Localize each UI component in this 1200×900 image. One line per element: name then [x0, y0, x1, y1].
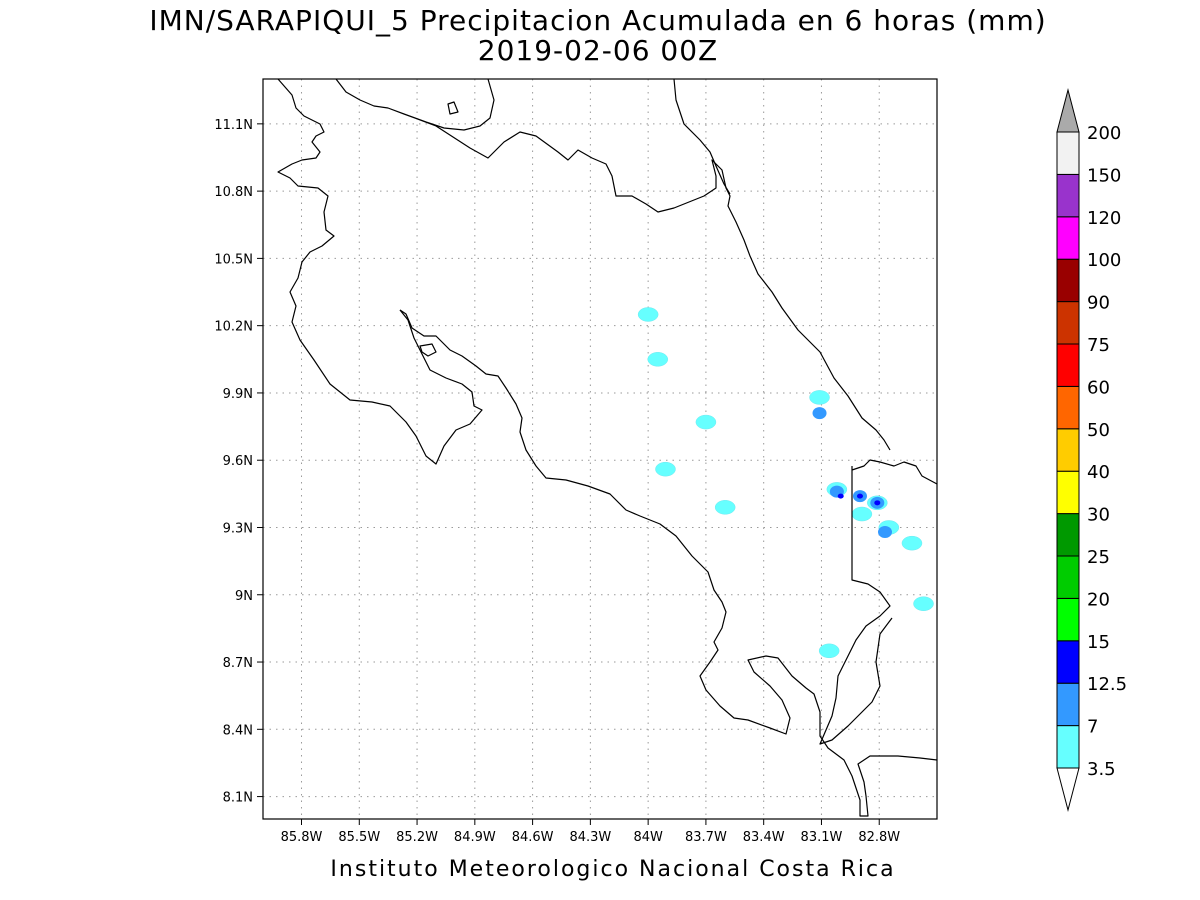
colorbar: 3.5 7 12.5 15 20 25 30 40 50 60 75 90 100 120 150 200 — [1056, 88, 1127, 812]
lat-tick-label: 9N — [235, 589, 253, 604]
colorbar-swatch — [1056, 131, 1080, 175]
precip-cell — [837, 493, 844, 499]
lon-tick-label: 84.6W — [512, 830, 554, 845]
precip-cell — [695, 414, 717, 430]
colorbar-swatch — [1056, 301, 1080, 345]
precip-cell — [647, 352, 669, 367]
colorbar-swatch — [1056, 258, 1080, 303]
colorbar-swatch — [1056, 428, 1080, 472]
colorbar-swatch — [1056, 216, 1080, 260]
coastline — [277, 78, 938, 817]
colorbar-swatch — [1056, 385, 1080, 430]
footer-credit: Instituto Meteorologico Nacional Costa R… — [330, 857, 895, 882]
precip-cell — [874, 500, 881, 506]
bocas-coast — [851, 459, 938, 485]
map-date: 2019-02-06 00Z — [478, 34, 718, 67]
nicaragua-lake-shore — [277, 78, 483, 465]
colorbar-swatch — [1056, 640, 1080, 684]
colorbar-label: 30 — [1087, 505, 1110, 526]
precipitation-field — [637, 307, 934, 659]
lat-tick-label: 10.2N — [214, 320, 253, 335]
colorbar-swatch — [1056, 470, 1080, 515]
colorbar-above-triangle — [1056, 88, 1080, 133]
map-title: IMN/SARAPIQUI_5 Precipitacion Acumulada … — [149, 4, 1046, 37]
colorbar-swatch — [1056, 682, 1080, 727]
precip-cell — [878, 525, 893, 538]
colorbar-label: 150 — [1087, 165, 1121, 186]
colorbar-swatch — [1056, 343, 1080, 387]
caribbean-coast — [335, 78, 891, 451]
lon-tick-label: 83.7W — [685, 830, 727, 845]
lat-tick-label: 11.1N — [214, 118, 253, 133]
lat-tick-label: 10.8N — [214, 185, 253, 200]
colorbar-label: 40 — [1087, 462, 1110, 483]
san-juan-river-border — [673, 78, 731, 195]
lat-tick-label: 9.9N — [223, 387, 253, 402]
precip-cell — [818, 643, 840, 659]
colorbar-label: 75 — [1087, 335, 1110, 356]
colorbar-swatch — [1056, 597, 1080, 642]
colorbar-swatch — [1056, 513, 1080, 557]
lon-tick-label: 84W — [633, 830, 663, 845]
lat-tick-label: 9.6N — [223, 454, 253, 469]
colorbar-swatch — [1056, 725, 1080, 769]
colorbar-swatch — [1056, 555, 1080, 599]
colorbar-label: 120 — [1087, 208, 1121, 229]
lon-tick-label: 84.3W — [569, 830, 611, 845]
precip-cell — [714, 500, 736, 515]
lon-tick-label: 85.8W — [281, 830, 323, 845]
latitude-axis: 11.1N 10.8N 10.5N 10.2N 9.9N 9.6N 9.3N 9N 8.7N 8.… — [214, 118, 263, 806]
lon-tick-label: 83.4W — [743, 830, 785, 845]
colorbar-label: 20 — [1087, 589, 1110, 610]
longitude-axis: 85.8W 85.5W 85.2W 84.9W 84.6W 84.3W 84W 83.7W 83… — [281, 819, 900, 845]
precip-cell — [901, 535, 923, 551]
precip-cell — [809, 390, 830, 405]
lat-tick-label: 8.7N — [223, 656, 253, 671]
precip-cell — [856, 493, 863, 499]
precip-cell — [637, 307, 659, 322]
lake-island — [447, 101, 459, 115]
precip-cell — [655, 461, 676, 477]
lon-tick-label: 82.8W — [858, 830, 900, 845]
colorbar-label: 50 — [1087, 420, 1110, 441]
lat-tick-label: 8.1N — [223, 791, 253, 806]
colorbar-label: 15 — [1087, 632, 1110, 653]
colorbar-label: 200 — [1087, 123, 1121, 144]
lon-tick-label: 85.2W — [396, 830, 438, 845]
map-frame — [262, 78, 938, 820]
colorbar-swatch — [1056, 173, 1080, 218]
chira-island — [419, 343, 437, 357]
map-background — [263, 79, 937, 819]
colorbar-label: 60 — [1087, 377, 1110, 398]
colorbar-label: 25 — [1087, 547, 1110, 568]
lat-tick-label: 9.3N — [223, 521, 253, 536]
lon-tick-label: 83.1W — [801, 830, 843, 845]
precip-cell — [812, 407, 827, 420]
precip-cell — [913, 596, 934, 611]
colorbar-label: 7 — [1087, 717, 1098, 738]
colorbar-label: 3.5 — [1087, 759, 1116, 780]
colorbar-below-triangle — [1056, 767, 1080, 812]
colorbar-label: 12.5 — [1087, 674, 1127, 695]
map-panel: 85.8W 85.5W 85.2W 84.9W 84.6W 84.3W 84W 83.7W 83… — [214, 78, 938, 845]
colorbar-label: 90 — [1087, 293, 1110, 314]
panama-border — [819, 466, 893, 745]
precip-cell — [851, 506, 873, 522]
lon-tick-label: 85.5W — [338, 830, 380, 845]
gulf-nicoya-shore — [399, 309, 938, 817]
lat-tick-label: 10.5N — [214, 252, 253, 267]
lon-tick-label: 84.9W — [454, 830, 496, 845]
lat-tick-label: 8.4N — [223, 723, 253, 738]
colorbar-label: 100 — [1087, 250, 1121, 271]
